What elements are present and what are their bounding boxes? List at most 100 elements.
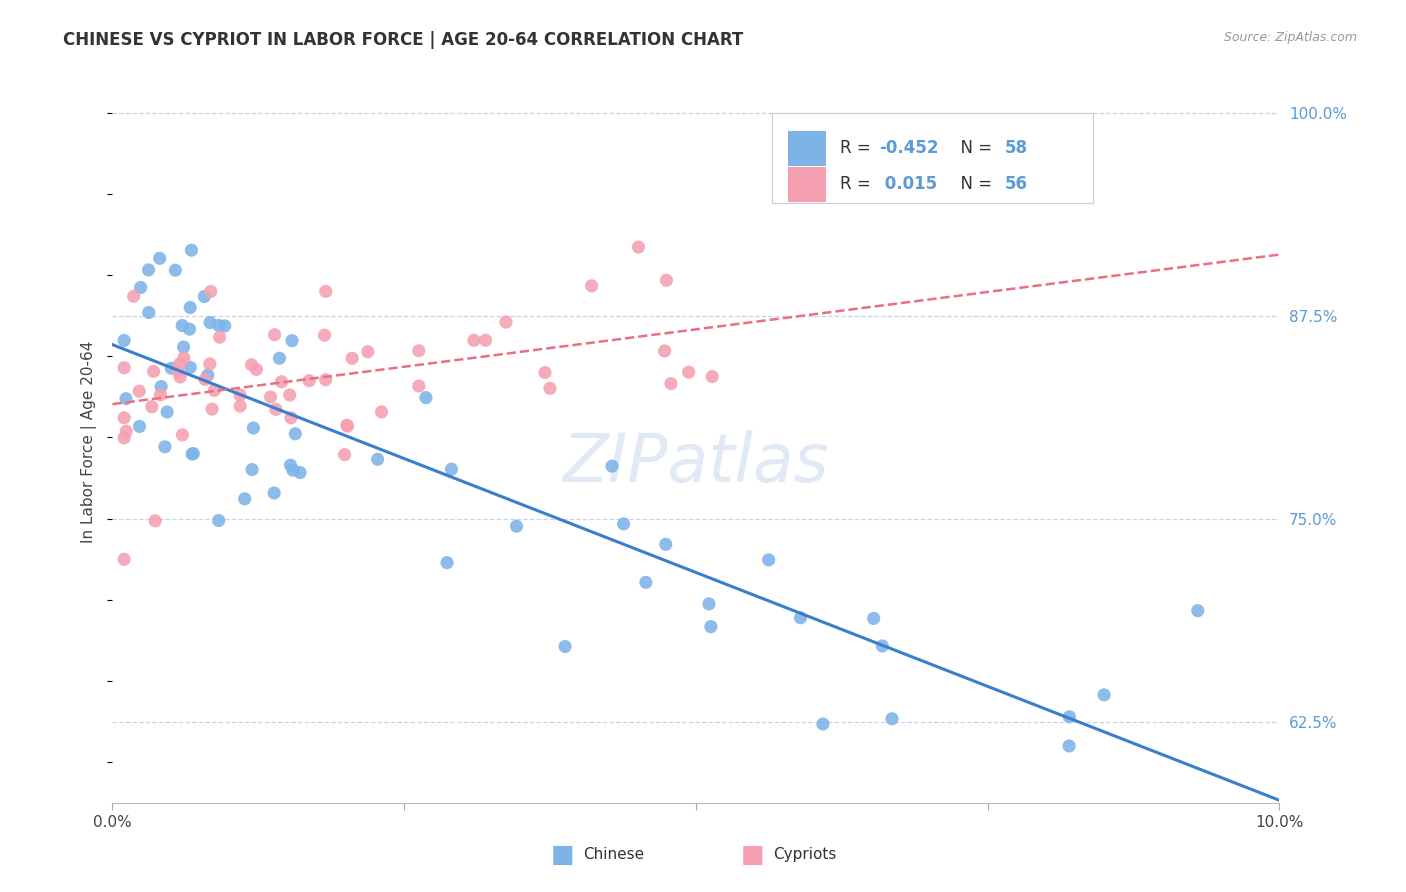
Point (115, 424, 138, 438)
Point (333, 448, 356, 462)
Point (165, 263, 187, 277)
Point (166, 364, 188, 378)
Point (872, 639, 894, 653)
FancyBboxPatch shape (772, 112, 1092, 203)
Point (169, 357, 191, 371)
Text: R =: R = (839, 176, 876, 194)
Point (655, 273, 678, 287)
Point (1187, 604, 1209, 618)
Point (153, 440, 176, 454)
Point (128, 384, 150, 399)
Point (181, 447, 204, 461)
Point (181, 447, 204, 461)
Point (263, 486, 285, 500)
Point (229, 399, 252, 413)
Point (169, 370, 191, 384)
Text: Chinese: Chinese (583, 847, 644, 862)
Point (112, 431, 135, 445)
Point (298, 374, 321, 388)
Bar (789, 131, 825, 166)
Point (149, 388, 172, 402)
Text: 56: 56 (1005, 176, 1028, 194)
Point (179, 322, 201, 336)
Point (538, 381, 561, 395)
Point (204, 384, 226, 398)
Bar (789, 167, 825, 202)
Point (697, 597, 720, 611)
Point (357, 344, 380, 359)
Point (180, 243, 202, 257)
Point (269, 351, 291, 366)
Text: Source: ZipAtlas.com: Source: ZipAtlas.com (1223, 31, 1357, 45)
Point (811, 717, 834, 731)
Point (288, 466, 311, 480)
Point (200, 285, 222, 299)
Point (440, 462, 463, 476)
Point (208, 318, 231, 333)
Text: 0.015: 0.015 (879, 176, 938, 194)
Text: -0.452: -0.452 (879, 139, 939, 157)
Point (229, 388, 252, 402)
Point (581, 278, 603, 293)
Point (370, 405, 392, 419)
Point (194, 372, 217, 386)
Point (179, 360, 201, 375)
Point (208, 330, 231, 344)
Text: N =: N = (950, 139, 998, 157)
Point (172, 318, 194, 333)
Text: ZIPatlas: ZIPatlas (562, 430, 830, 496)
Point (193, 289, 215, 303)
Point (173, 340, 195, 354)
Point (415, 391, 437, 405)
Point (129, 280, 152, 294)
Point (315, 285, 337, 299)
Point (659, 376, 682, 391)
Point (340, 351, 363, 366)
Point (634, 575, 657, 590)
Point (214, 318, 236, 333)
Point (128, 419, 150, 434)
Point (264, 402, 287, 417)
Point (112, 410, 135, 425)
Point (474, 333, 496, 347)
Point (789, 611, 811, 625)
Point (314, 328, 336, 343)
Point (112, 334, 135, 348)
Point (112, 552, 135, 566)
Point (367, 452, 389, 467)
Point (613, 516, 636, 531)
Text: ■: ■ (551, 843, 574, 866)
Point (179, 301, 201, 315)
Point (122, 289, 145, 303)
Point (115, 392, 138, 406)
Point (1059, 710, 1081, 724)
Point (280, 458, 302, 473)
Point (208, 514, 231, 528)
Point (280, 410, 302, 425)
Point (263, 327, 285, 342)
Point (173, 351, 195, 365)
Point (1057, 739, 1080, 753)
Y-axis label: In Labor Force | Age 20-64: In Labor Force | Age 20-64 (80, 341, 97, 542)
Point (233, 491, 256, 506)
Point (554, 640, 576, 654)
Point (197, 368, 219, 383)
Point (278, 388, 301, 402)
Point (142, 364, 165, 378)
Point (149, 252, 172, 266)
Point (436, 556, 458, 570)
Point (627, 240, 650, 254)
Point (600, 459, 623, 474)
Point (281, 463, 304, 477)
Point (315, 373, 337, 387)
Point (143, 514, 166, 528)
Point (534, 366, 557, 380)
Point (172, 428, 194, 442)
Point (862, 611, 884, 625)
Point (198, 357, 221, 371)
Point (112, 360, 135, 375)
Point (270, 375, 292, 389)
Point (150, 379, 173, 393)
Point (242, 421, 264, 435)
Text: 58: 58 (1005, 139, 1028, 157)
